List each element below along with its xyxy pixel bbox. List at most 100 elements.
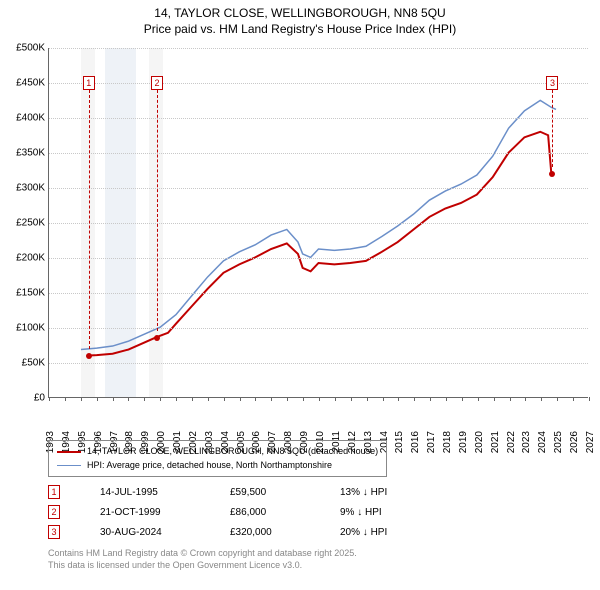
sales-row: 3 30-AUG-2024 £320,000 20% ↓ HPI <box>48 522 430 542</box>
data-marker <box>86 353 92 359</box>
sales-price: £320,000 <box>230 527 300 538</box>
y-gridline <box>49 258 588 259</box>
sales-badge: 2 <box>48 505 60 519</box>
sales-diff: 9% ↓ HPI <box>340 507 430 518</box>
x-tick <box>287 397 288 401</box>
x-tick <box>494 397 495 401</box>
y-axis-label: £300K <box>16 183 45 194</box>
sales-badge: 1 <box>48 485 60 499</box>
legend-item-hpi: HPI: Average price, detached house, Nort… <box>57 459 378 473</box>
y-axis-label: £100K <box>16 323 45 334</box>
x-axis-label: 2020 <box>474 431 485 453</box>
x-tick <box>113 397 114 401</box>
chart-container: 14, TAYLOR CLOSE, WELLINGBOROUGH, NN8 5Q… <box>0 0 600 590</box>
y-gridline <box>49 363 588 364</box>
y-axis-label: £150K <box>16 288 45 299</box>
x-tick <box>335 397 336 401</box>
y-axis-label: £400K <box>16 113 45 124</box>
plot-area: £0£50K£100K£150K£200K£250K£300K£350K£400… <box>48 48 588 398</box>
y-gridline <box>49 118 588 119</box>
sales-badge: 3 <box>48 525 60 539</box>
y-axis-label: £250K <box>16 218 45 229</box>
y-gridline <box>49 293 588 294</box>
y-gridline <box>49 83 588 84</box>
x-axis-label: 2015 <box>394 431 405 453</box>
x-axis-label: 2024 <box>537 431 548 453</box>
sales-row: 221-OCT-1999£86,0009% ↓ HPI <box>48 502 430 522</box>
legend-item-price: 14, TAYLOR CLOSE, WELLINGBOROUGH, NN8 5Q… <box>57 445 378 459</box>
callout-badge: 2 <box>151 76 163 90</box>
x-tick <box>510 397 511 401</box>
y-gridline <box>49 328 588 329</box>
x-tick <box>240 397 241 401</box>
x-tick <box>176 397 177 401</box>
y-axis-label: £350K <box>16 148 45 159</box>
x-tick <box>81 397 82 401</box>
sales-date: 30-AUG-2024 <box>100 527 190 538</box>
x-tick <box>255 397 256 401</box>
x-tick <box>367 397 368 401</box>
x-tick <box>128 397 129 401</box>
sales-date: 14-JUL-1995 <box>100 487 190 498</box>
legend: 14, TAYLOR CLOSE, WELLINGBOROUGH, NN8 5Q… <box>48 440 387 477</box>
x-tick <box>462 397 463 401</box>
x-tick <box>589 397 590 401</box>
y-gridline <box>49 153 588 154</box>
x-tick <box>478 397 479 401</box>
x-tick <box>525 397 526 401</box>
sales-row: 1 14-JUL-1995 £59,500 13% ↓ HPI <box>48 482 430 502</box>
y-gridline <box>49 188 588 189</box>
x-tick <box>160 397 161 401</box>
y-axis-label: £500K <box>16 43 45 54</box>
x-tick <box>351 397 352 401</box>
x-tick <box>573 397 574 401</box>
x-tick <box>430 397 431 401</box>
x-tick <box>224 397 225 401</box>
footer-line-1: Contains HM Land Registry data © Crown c… <box>48 548 357 560</box>
x-tick <box>541 397 542 401</box>
sales-table: 114-JUL-1995£59,50013% ↓ HPI221-OCT-1999… <box>48 482 430 542</box>
x-tick <box>398 397 399 401</box>
callout-badge: 1 <box>83 76 95 90</box>
series-line <box>89 132 551 356</box>
title-line-2: Price paid vs. HM Land Registry's House … <box>0 22 600 38</box>
callout-line <box>552 90 553 167</box>
x-tick <box>414 397 415 401</box>
x-axis-label: 2027 <box>585 431 596 453</box>
y-gridline <box>49 48 588 49</box>
sales-price: £59,500 <box>230 487 300 498</box>
y-axis-label: £450K <box>16 78 45 89</box>
callout-line <box>157 90 158 331</box>
sales-diff: 20% ↓ HPI <box>340 527 430 538</box>
callout-line <box>89 90 90 349</box>
y-axis-label: £200K <box>16 253 45 264</box>
x-tick <box>319 397 320 401</box>
x-tick <box>192 397 193 401</box>
x-tick <box>144 397 145 401</box>
series-line <box>81 100 556 349</box>
chart-title: 14, TAYLOR CLOSE, WELLINGBOROUGH, NN8 5Q… <box>0 0 600 37</box>
legend-swatch-price <box>57 451 81 453</box>
x-tick <box>208 397 209 401</box>
x-tick <box>49 397 50 401</box>
x-axis-label: 2018 <box>442 431 453 453</box>
data-marker <box>154 335 160 341</box>
y-gridline <box>49 223 588 224</box>
sales-diff: 13% ↓ HPI <box>340 487 430 498</box>
legend-label-hpi: HPI: Average price, detached house, Nort… <box>87 459 332 473</box>
legend-label-price: 14, TAYLOR CLOSE, WELLINGBOROUGH, NN8 5Q… <box>87 445 378 459</box>
x-tick <box>383 397 384 401</box>
y-axis-label: £50K <box>22 358 45 369</box>
x-axis-label: 2026 <box>569 431 580 453</box>
callout-badge: 3 <box>546 76 558 90</box>
x-axis-label: 2021 <box>490 431 501 453</box>
x-axis-label: 2022 <box>506 431 517 453</box>
title-line-1: 14, TAYLOR CLOSE, WELLINGBOROUGH, NN8 5Q… <box>0 6 600 22</box>
x-tick <box>557 397 558 401</box>
x-tick <box>97 397 98 401</box>
x-tick <box>303 397 304 401</box>
x-tick <box>446 397 447 401</box>
x-tick <box>65 397 66 401</box>
sales-price: £86,000 <box>230 507 300 518</box>
data-marker <box>549 171 555 177</box>
